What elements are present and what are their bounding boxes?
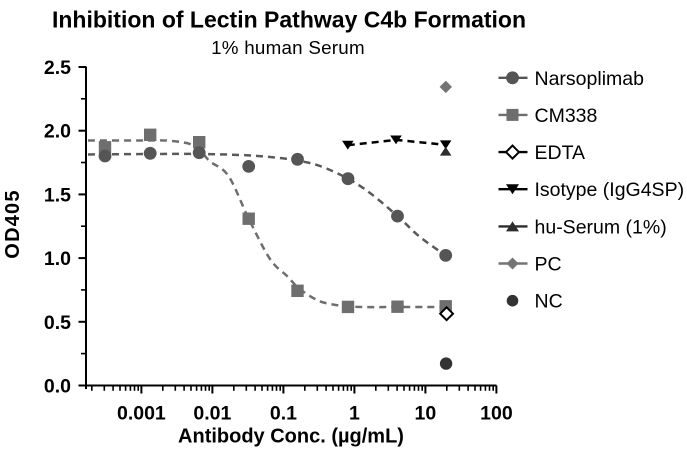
svg-text:Narsoplimab: Narsoplimab bbox=[535, 68, 645, 90]
svg-text:CM338: CM338 bbox=[535, 105, 598, 127]
svg-text:1.5: 1.5 bbox=[44, 184, 71, 206]
svg-text:PC: PC bbox=[535, 254, 562, 276]
svg-text:0.1: 0.1 bbox=[270, 403, 297, 425]
svg-text:0.0: 0.0 bbox=[44, 376, 71, 398]
svg-text:Antibody Conc. (µg/mL): Antibody Conc. (µg/mL) bbox=[178, 425, 404, 447]
svg-text:Inhibition of Lectin Pathway C: Inhibition of Lectin Pathway C4b Formati… bbox=[52, 7, 526, 33]
svg-text:NC: NC bbox=[535, 291, 563, 313]
svg-text:hu-Serum (1%): hu-Serum (1%) bbox=[535, 216, 667, 238]
svg-text:OD405: OD405 bbox=[2, 189, 24, 258]
svg-text:1: 1 bbox=[349, 403, 360, 425]
svg-text:1.0: 1.0 bbox=[44, 248, 71, 270]
svg-text:0.5: 0.5 bbox=[44, 312, 71, 334]
svg-text:0.01: 0.01 bbox=[193, 403, 231, 425]
svg-text:0.001: 0.001 bbox=[117, 403, 166, 425]
svg-text:10: 10 bbox=[415, 403, 437, 425]
svg-text:EDTA: EDTA bbox=[535, 142, 586, 164]
svg-text:2.5: 2.5 bbox=[44, 57, 71, 79]
svg-text:2.0: 2.0 bbox=[44, 121, 71, 143]
svg-text:Isotype (IgG4SP): Isotype (IgG4SP) bbox=[535, 179, 685, 201]
svg-text:1% human Serum: 1% human Serum bbox=[211, 37, 365, 58]
svg-text:100: 100 bbox=[480, 403, 513, 425]
